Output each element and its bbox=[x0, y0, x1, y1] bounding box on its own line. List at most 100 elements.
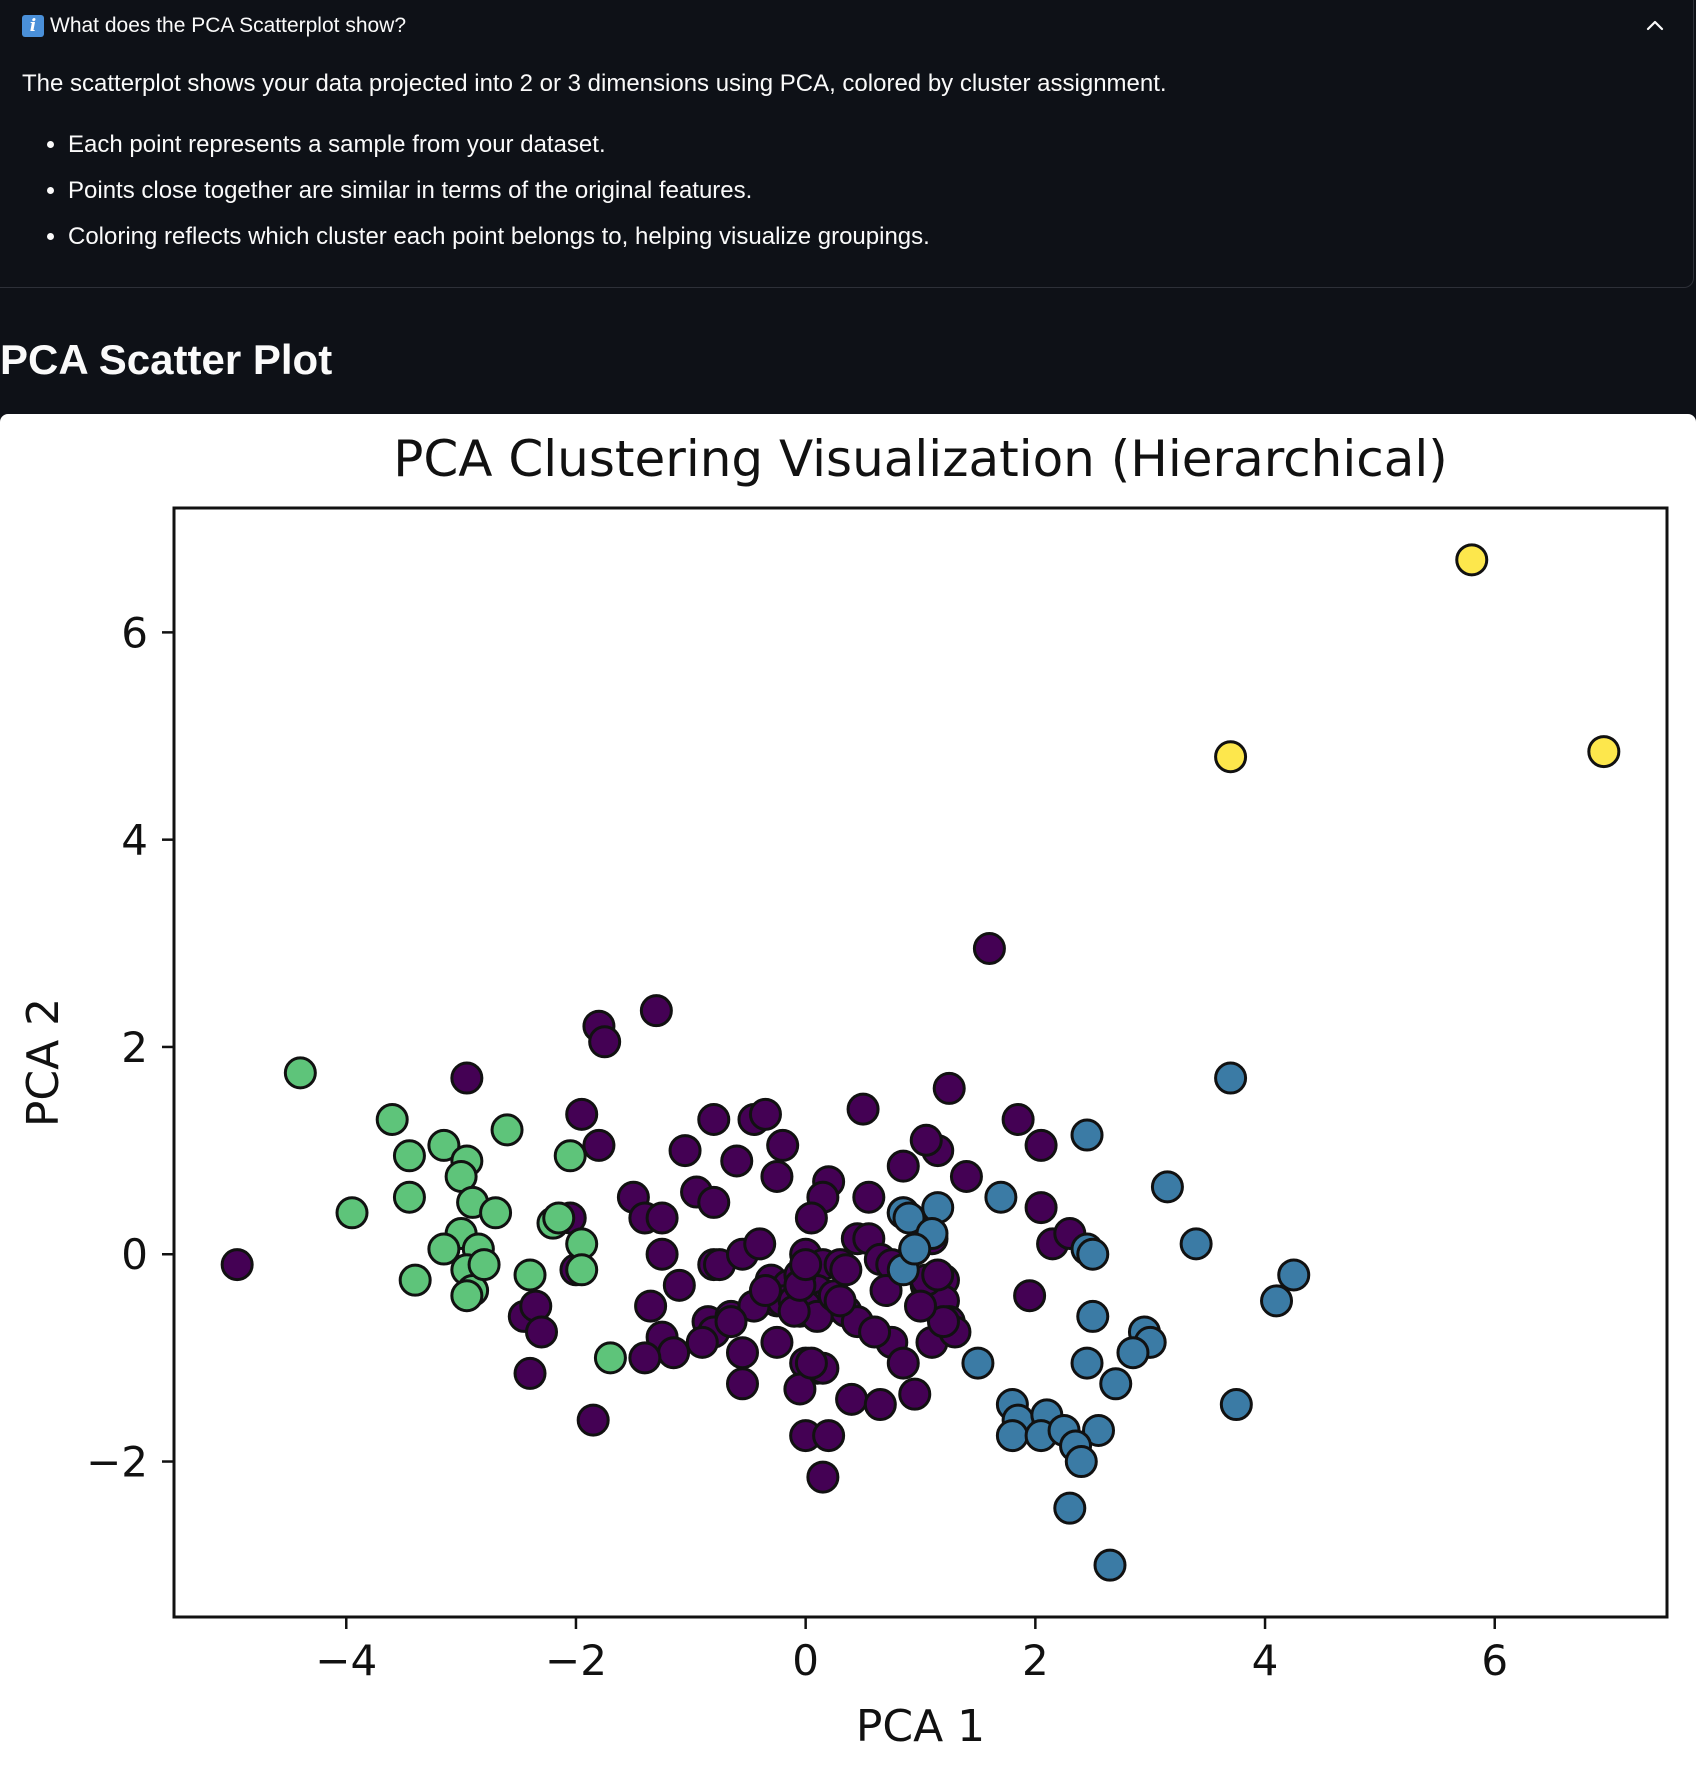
expander-body: The scatterplot shows your data projecte… bbox=[22, 66, 1662, 268]
data-point-cluster-0 bbox=[645, 1201, 679, 1235]
data-point-cluster-0 bbox=[886, 1346, 920, 1380]
bullet-item: Points close together are similar in ter… bbox=[68, 176, 1662, 206]
data-point-cluster-0 bbox=[220, 1248, 254, 1282]
bullet-item: Each point represents a sample from your… bbox=[68, 130, 1662, 160]
data-point-cluster-0 bbox=[634, 1289, 668, 1323]
data-point-cluster-2 bbox=[375, 1103, 409, 1137]
data-point-cluster-0 bbox=[639, 994, 673, 1028]
y-tick-label: 6 bbox=[121, 608, 148, 657]
expander-header[interactable]: i What does the PCA Scatterplot show? bbox=[22, 12, 406, 40]
data-point-cluster-1 bbox=[1093, 1548, 1127, 1582]
data-point-cluster-0 bbox=[720, 1144, 754, 1178]
data-point-cluster-2 bbox=[479, 1196, 513, 1230]
data-point-cluster-0 bbox=[1013, 1279, 1047, 1313]
data-point-cluster-0 bbox=[909, 1123, 943, 1157]
data-point-cluster-2 bbox=[283, 1056, 317, 1090]
data-point-cluster-2 bbox=[392, 1139, 426, 1173]
data-point-cluster-0 bbox=[743, 1227, 777, 1261]
data-point-cluster-1 bbox=[1179, 1227, 1213, 1261]
data-point-cluster-1 bbox=[1219, 1388, 1253, 1422]
data-point-cluster-3 bbox=[1455, 543, 1489, 577]
y-tick-label: 2 bbox=[121, 1023, 148, 1072]
section-title: PCA Scatter Plot bbox=[0, 336, 333, 383]
data-point-cluster-1 bbox=[892, 1201, 926, 1235]
data-point-cluster-2 bbox=[392, 1180, 426, 1214]
data-point-cluster-0 bbox=[904, 1289, 937, 1323]
data-point-cluster-0 bbox=[858, 1315, 892, 1349]
pca-info-expander: i What does the PCA Scatterplot show? Th… bbox=[0, 0, 1694, 288]
data-point-cluster-1 bbox=[1076, 1299, 1110, 1333]
data-point-cluster-3 bbox=[1214, 740, 1248, 774]
data-point-cluster-2 bbox=[542, 1201, 576, 1235]
data-point-cluster-0 bbox=[662, 1268, 696, 1302]
data-point-cluster-1 bbox=[1150, 1170, 1184, 1204]
data-point-cluster-0 bbox=[1024, 1191, 1058, 1225]
data-point-cluster-0 bbox=[628, 1341, 662, 1375]
data-point-cluster-0 bbox=[852, 1180, 886, 1214]
expander-intro: The scatterplot shows your data projecte… bbox=[22, 70, 1167, 97]
data-point-cluster-1 bbox=[1116, 1336, 1150, 1370]
data-point-cluster-0 bbox=[1024, 1128, 1058, 1162]
chevron-up-icon[interactable] bbox=[1640, 10, 1670, 40]
data-point-cluster-0 bbox=[812, 1419, 846, 1453]
data-point-cluster-1 bbox=[961, 1346, 995, 1380]
data-point-cluster-0 bbox=[576, 1403, 610, 1437]
data-point-cluster-0 bbox=[829, 1253, 863, 1287]
data-point-cluster-0 bbox=[806, 1460, 840, 1494]
pca-scatter-chart: PCA Clustering Visualization (Hierarchic… bbox=[18, 430, 1669, 1752]
data-point-cluster-0 bbox=[668, 1134, 702, 1168]
data-point-cluster-0 bbox=[450, 1061, 484, 1095]
data-point-cluster-0 bbox=[898, 1377, 932, 1411]
data-point-cluster-1 bbox=[1214, 1061, 1248, 1095]
data-point-cluster-0 bbox=[794, 1346, 828, 1380]
data-point-cluster-1 bbox=[898, 1232, 932, 1266]
data-point-cluster-0 bbox=[926, 1305, 960, 1339]
data-point-cluster-0 bbox=[748, 1097, 782, 1131]
data-point-cluster-2 bbox=[450, 1279, 484, 1313]
data-point-cluster-0 bbox=[949, 1160, 983, 1194]
data-point-cluster-2 bbox=[467, 1248, 501, 1282]
data-point-cluster-2 bbox=[490, 1113, 524, 1147]
data-point-cluster-0 bbox=[921, 1258, 955, 1292]
data-point-cluster-0 bbox=[846, 1092, 880, 1126]
x-tick-label: 6 bbox=[1481, 1636, 1508, 1685]
x-tick-label: −2 bbox=[545, 1636, 607, 1685]
data-point-cluster-2 bbox=[593, 1341, 627, 1375]
data-point-cluster-0 bbox=[823, 1284, 857, 1318]
data-point-cluster-0 bbox=[657, 1336, 691, 1370]
data-point-cluster-2 bbox=[427, 1232, 461, 1266]
plot-frame bbox=[172, 506, 1669, 1619]
data-point-cluster-0 bbox=[525, 1315, 559, 1349]
data-point-cluster-1 bbox=[984, 1180, 1018, 1214]
y-axis-label: PCA 2 bbox=[18, 998, 69, 1127]
data-point-cluster-0 bbox=[582, 1128, 616, 1162]
data-point-cluster-2 bbox=[513, 1258, 547, 1292]
data-point-cluster-0 bbox=[789, 1248, 823, 1282]
data-point-cluster-2 bbox=[565, 1253, 599, 1287]
data-point-cluster-3 bbox=[1587, 735, 1621, 769]
data-point-cluster-1 bbox=[1076, 1237, 1110, 1271]
x-tick-label: 0 bbox=[792, 1636, 819, 1685]
data-point-cluster-1 bbox=[1082, 1413, 1116, 1447]
data-point-cluster-1 bbox=[1070, 1118, 1104, 1152]
data-point-cluster-0 bbox=[513, 1356, 547, 1390]
data-point-cluster-0 bbox=[725, 1336, 759, 1370]
data-point-cluster-0 bbox=[1001, 1103, 1035, 1137]
data-point-cluster-1 bbox=[1099, 1367, 1133, 1401]
data-point-cluster-0 bbox=[760, 1160, 794, 1194]
expander-bullet-list: Each point represents a sample from your… bbox=[22, 130, 1662, 252]
data-point-cluster-0 bbox=[725, 1367, 759, 1401]
info-icon: i bbox=[22, 15, 44, 37]
expander-title: What does the PCA Scatterplot show? bbox=[50, 14, 407, 37]
data-point-cluster-1 bbox=[1064, 1445, 1098, 1479]
data-point-cluster-0 bbox=[863, 1388, 897, 1422]
x-tick-label: 2 bbox=[1022, 1636, 1049, 1685]
x-tick-label: 4 bbox=[1252, 1636, 1279, 1685]
data-point-cluster-0 bbox=[972, 931, 1006, 965]
data-point-cluster-1 bbox=[995, 1419, 1029, 1453]
data-point-cluster-1 bbox=[1277, 1258, 1311, 1292]
x-axis-label: PCA 1 bbox=[856, 1701, 985, 1752]
data-point-cluster-2 bbox=[335, 1196, 369, 1230]
bullet-item: Coloring reflects which cluster each poi… bbox=[68, 222, 1662, 252]
y-tick-label: 0 bbox=[121, 1230, 148, 1279]
